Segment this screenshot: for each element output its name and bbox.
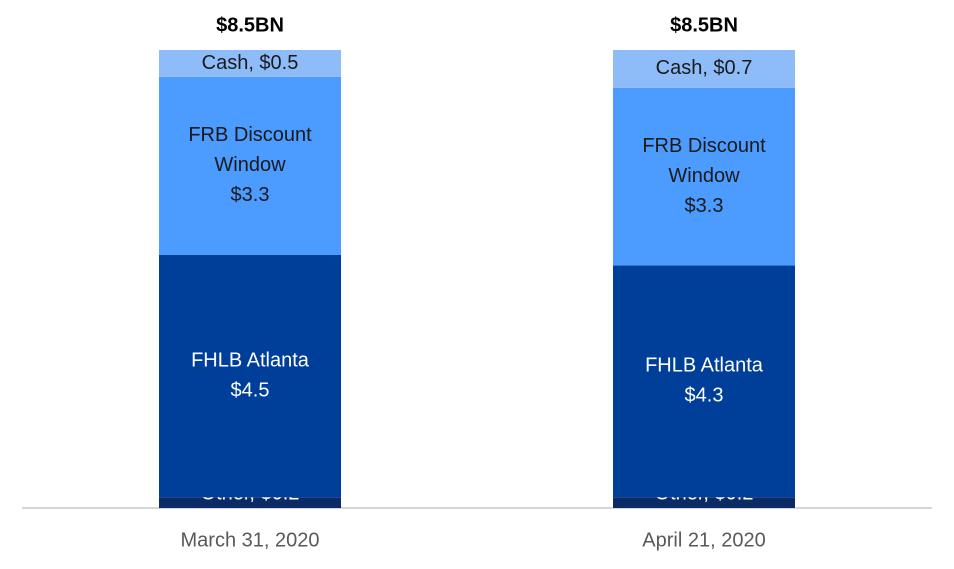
bar-segment <box>159 254 341 498</box>
x-tick-label: March 31, 2020 <box>181 529 320 551</box>
segment-label: Cash, $0.7 <box>656 57 753 79</box>
segment-label: FRB Discount <box>642 135 766 157</box>
segment-label: Cash, $0.5 <box>202 52 299 74</box>
segment-label: $3.3 <box>231 184 270 206</box>
bar-segment <box>613 50 795 88</box>
segment-label: FHLB Atlanta <box>645 355 764 377</box>
x-tick-label: April 21, 2020 <box>642 529 765 551</box>
segment-label: $4.3 <box>685 385 724 407</box>
segment-label: Window <box>668 165 740 187</box>
segment-label: FRB Discount <box>188 124 312 146</box>
segment-label: $3.3 <box>685 195 724 217</box>
total-label: $8.5BN <box>670 14 738 36</box>
bar-segment <box>159 497 341 508</box>
bar-segment <box>613 87 795 266</box>
bar-segment <box>613 265 795 498</box>
segment-label: FHLB Atlanta <box>191 349 310 371</box>
bar-segment <box>613 497 795 508</box>
bar-segment <box>159 76 341 255</box>
total-label: $8.5BN <box>216 14 284 36</box>
segment-label: Window <box>214 154 286 176</box>
segment-label: $4.5 <box>231 379 270 401</box>
bar-segment <box>159 50 341 77</box>
